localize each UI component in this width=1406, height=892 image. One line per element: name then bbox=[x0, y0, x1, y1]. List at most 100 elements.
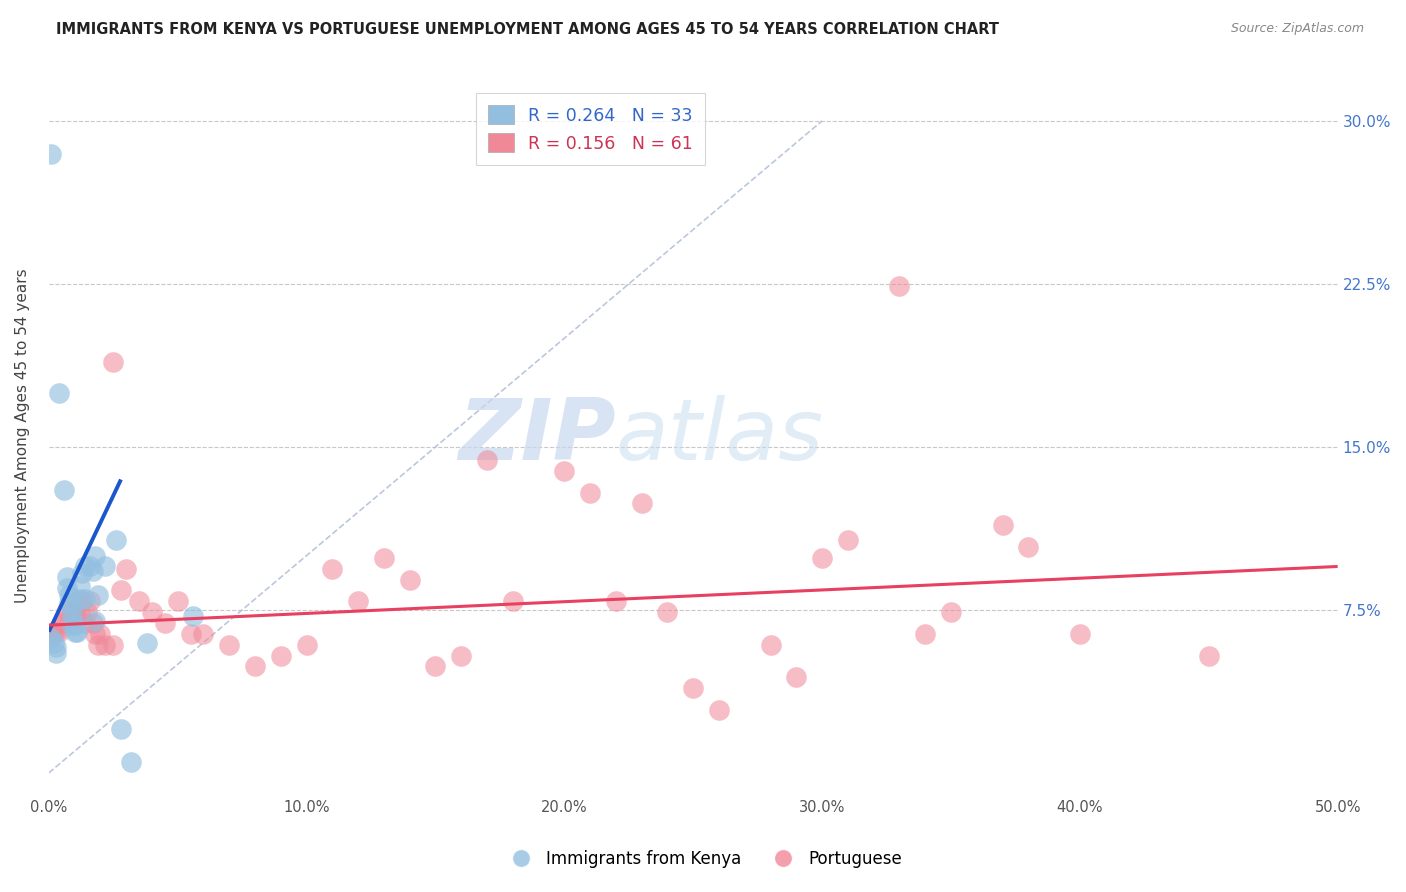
Point bbox=[72, 594, 94, 608]
Point bbox=[1017, 540, 1039, 554]
Point bbox=[579, 485, 602, 500]
Point bbox=[115, 562, 138, 576]
Legend: R = 0.264   N = 33, R = 0.156   N = 61: R = 0.264 N = 33, R = 0.156 N = 61 bbox=[475, 94, 704, 165]
Point bbox=[811, 550, 834, 565]
Y-axis label: Unemployment Among Ages 45 to 54 years: Unemployment Among Ages 45 to 54 years bbox=[15, 268, 30, 603]
Point bbox=[321, 562, 343, 576]
Point bbox=[39, 146, 62, 161]
Point bbox=[82, 615, 104, 630]
Point bbox=[45, 647, 67, 661]
Point bbox=[89, 627, 111, 641]
Point bbox=[128, 594, 150, 608]
Point bbox=[79, 594, 101, 608]
Point bbox=[502, 594, 524, 608]
Point bbox=[785, 670, 807, 684]
Point bbox=[58, 614, 80, 628]
Point bbox=[41, 631, 63, 645]
Point bbox=[84, 614, 107, 628]
Point bbox=[58, 596, 80, 610]
Point bbox=[56, 581, 79, 595]
Point bbox=[73, 592, 96, 607]
Point bbox=[45, 624, 67, 639]
Point bbox=[82, 564, 104, 578]
Point bbox=[347, 594, 370, 608]
Point bbox=[53, 614, 76, 628]
Point bbox=[398, 573, 420, 587]
Point bbox=[837, 533, 859, 548]
Point bbox=[605, 594, 627, 608]
Point bbox=[60, 609, 83, 624]
Point bbox=[69, 579, 91, 593]
Point bbox=[41, 627, 63, 641]
Point bbox=[60, 605, 83, 619]
Point bbox=[657, 605, 679, 619]
Point bbox=[141, 605, 163, 619]
Point bbox=[218, 638, 240, 652]
Point bbox=[270, 648, 292, 663]
Point bbox=[69, 592, 91, 607]
Point bbox=[759, 638, 782, 652]
Point bbox=[73, 559, 96, 574]
Point bbox=[53, 483, 76, 498]
Point bbox=[103, 638, 125, 652]
Point bbox=[181, 609, 204, 624]
Point bbox=[63, 605, 86, 619]
Point bbox=[51, 615, 73, 630]
Text: IMMIGRANTS FROM KENYA VS PORTUGUESE UNEMPLOYMENT AMONG AGES 45 TO 54 YEARS CORRE: IMMIGRANTS FROM KENYA VS PORTUGUESE UNEM… bbox=[56, 22, 1000, 37]
Point bbox=[193, 627, 215, 641]
Point bbox=[707, 703, 730, 717]
Point bbox=[72, 566, 94, 580]
Point bbox=[45, 640, 67, 654]
Point bbox=[63, 624, 86, 639]
Point bbox=[1198, 648, 1220, 663]
Point bbox=[243, 659, 266, 673]
Point bbox=[94, 638, 117, 652]
Point bbox=[84, 627, 107, 641]
Point bbox=[630, 496, 652, 510]
Point bbox=[87, 588, 110, 602]
Point bbox=[135, 635, 157, 649]
Point bbox=[553, 464, 575, 478]
Point bbox=[104, 533, 127, 548]
Point bbox=[475, 453, 498, 467]
Point bbox=[450, 648, 472, 663]
Text: Source: ZipAtlas.com: Source: ZipAtlas.com bbox=[1230, 22, 1364, 36]
Point bbox=[120, 755, 142, 769]
Point bbox=[48, 624, 70, 639]
Point bbox=[48, 385, 70, 400]
Point bbox=[991, 518, 1014, 533]
Point bbox=[94, 559, 117, 574]
Point bbox=[66, 594, 89, 608]
Point bbox=[889, 279, 911, 293]
Point bbox=[66, 624, 89, 639]
Point bbox=[73, 615, 96, 630]
Point bbox=[166, 594, 188, 608]
Point bbox=[373, 550, 395, 565]
Point bbox=[180, 627, 202, 641]
Point bbox=[56, 570, 79, 584]
Point bbox=[110, 583, 132, 598]
Point bbox=[84, 549, 107, 563]
Point bbox=[60, 618, 83, 632]
Point bbox=[58, 588, 80, 602]
Point bbox=[60, 600, 83, 615]
Legend: Immigrants from Kenya, Portuguese: Immigrants from Kenya, Portuguese bbox=[498, 844, 908, 875]
Point bbox=[87, 638, 110, 652]
Point bbox=[153, 615, 176, 630]
Text: atlas: atlas bbox=[616, 394, 824, 477]
Point bbox=[939, 605, 962, 619]
Point bbox=[914, 627, 936, 641]
Point bbox=[56, 603, 79, 617]
Point bbox=[63, 618, 86, 632]
Point bbox=[79, 559, 101, 574]
Point bbox=[42, 635, 65, 649]
Point bbox=[295, 638, 318, 652]
Point bbox=[69, 605, 91, 619]
Text: ZIP: ZIP bbox=[458, 394, 616, 477]
Point bbox=[76, 605, 98, 619]
Point bbox=[1069, 627, 1091, 641]
Point bbox=[42, 624, 65, 639]
Point bbox=[110, 723, 132, 737]
Point bbox=[103, 355, 125, 369]
Point bbox=[682, 681, 704, 696]
